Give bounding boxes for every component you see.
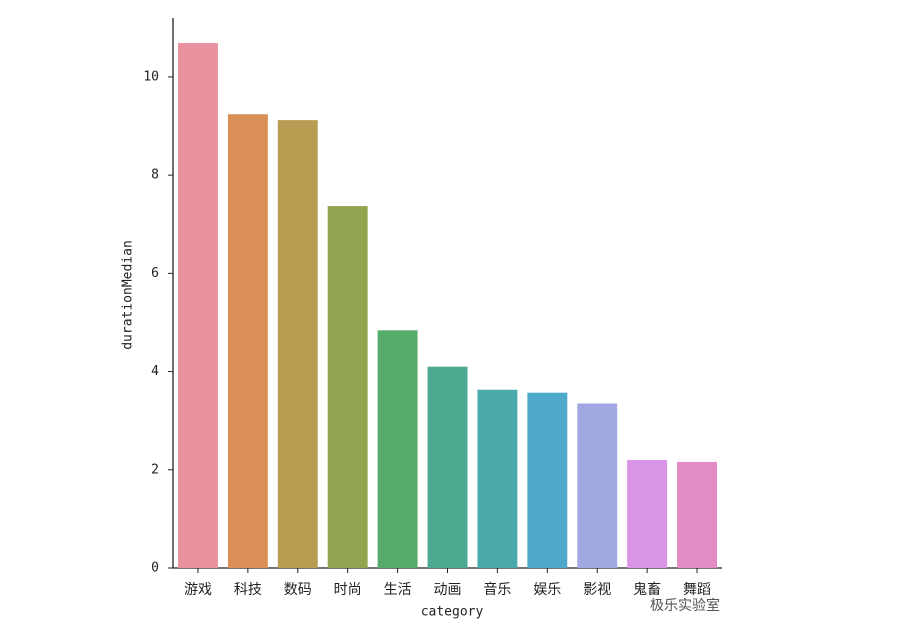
bar [477,389,518,568]
y-tick-label: 6 [151,266,159,281]
y-tick-label: 10 [143,69,159,84]
x-tick-label: 鬼畜 [633,582,661,598]
bar [227,114,268,568]
y-tick-label: 4 [151,364,159,379]
x-tick-label: 科技 [234,582,262,598]
bar [377,330,418,568]
bar [677,461,718,568]
y-tick-label: 2 [151,462,159,477]
bar [277,120,318,569]
x-tick-label: 动画 [434,582,462,598]
bar [177,43,218,569]
bar [427,366,468,568]
y-tick-label: 8 [151,168,159,183]
x-tick-label: 影视 [583,582,611,598]
watermark: 极乐实验室 [650,597,720,614]
bar [627,459,668,568]
x-tick-label: 游戏 [184,582,212,598]
x-tick-label: 生活 [384,582,412,598]
x-tick-label: 音乐 [483,581,511,598]
x-tick-label: 数码 [284,582,312,598]
x-tick-label: 时尚 [334,582,362,598]
bar [527,392,568,568]
x-tick-label: 舞蹈 [683,582,711,598]
bar [327,206,368,568]
x-tick-label: 娱乐 [533,582,561,598]
bar [577,403,618,568]
x-axis-label: category [421,605,484,620]
y-axis-label: durationMedian [121,240,136,350]
y-tick-label: 0 [151,561,159,576]
